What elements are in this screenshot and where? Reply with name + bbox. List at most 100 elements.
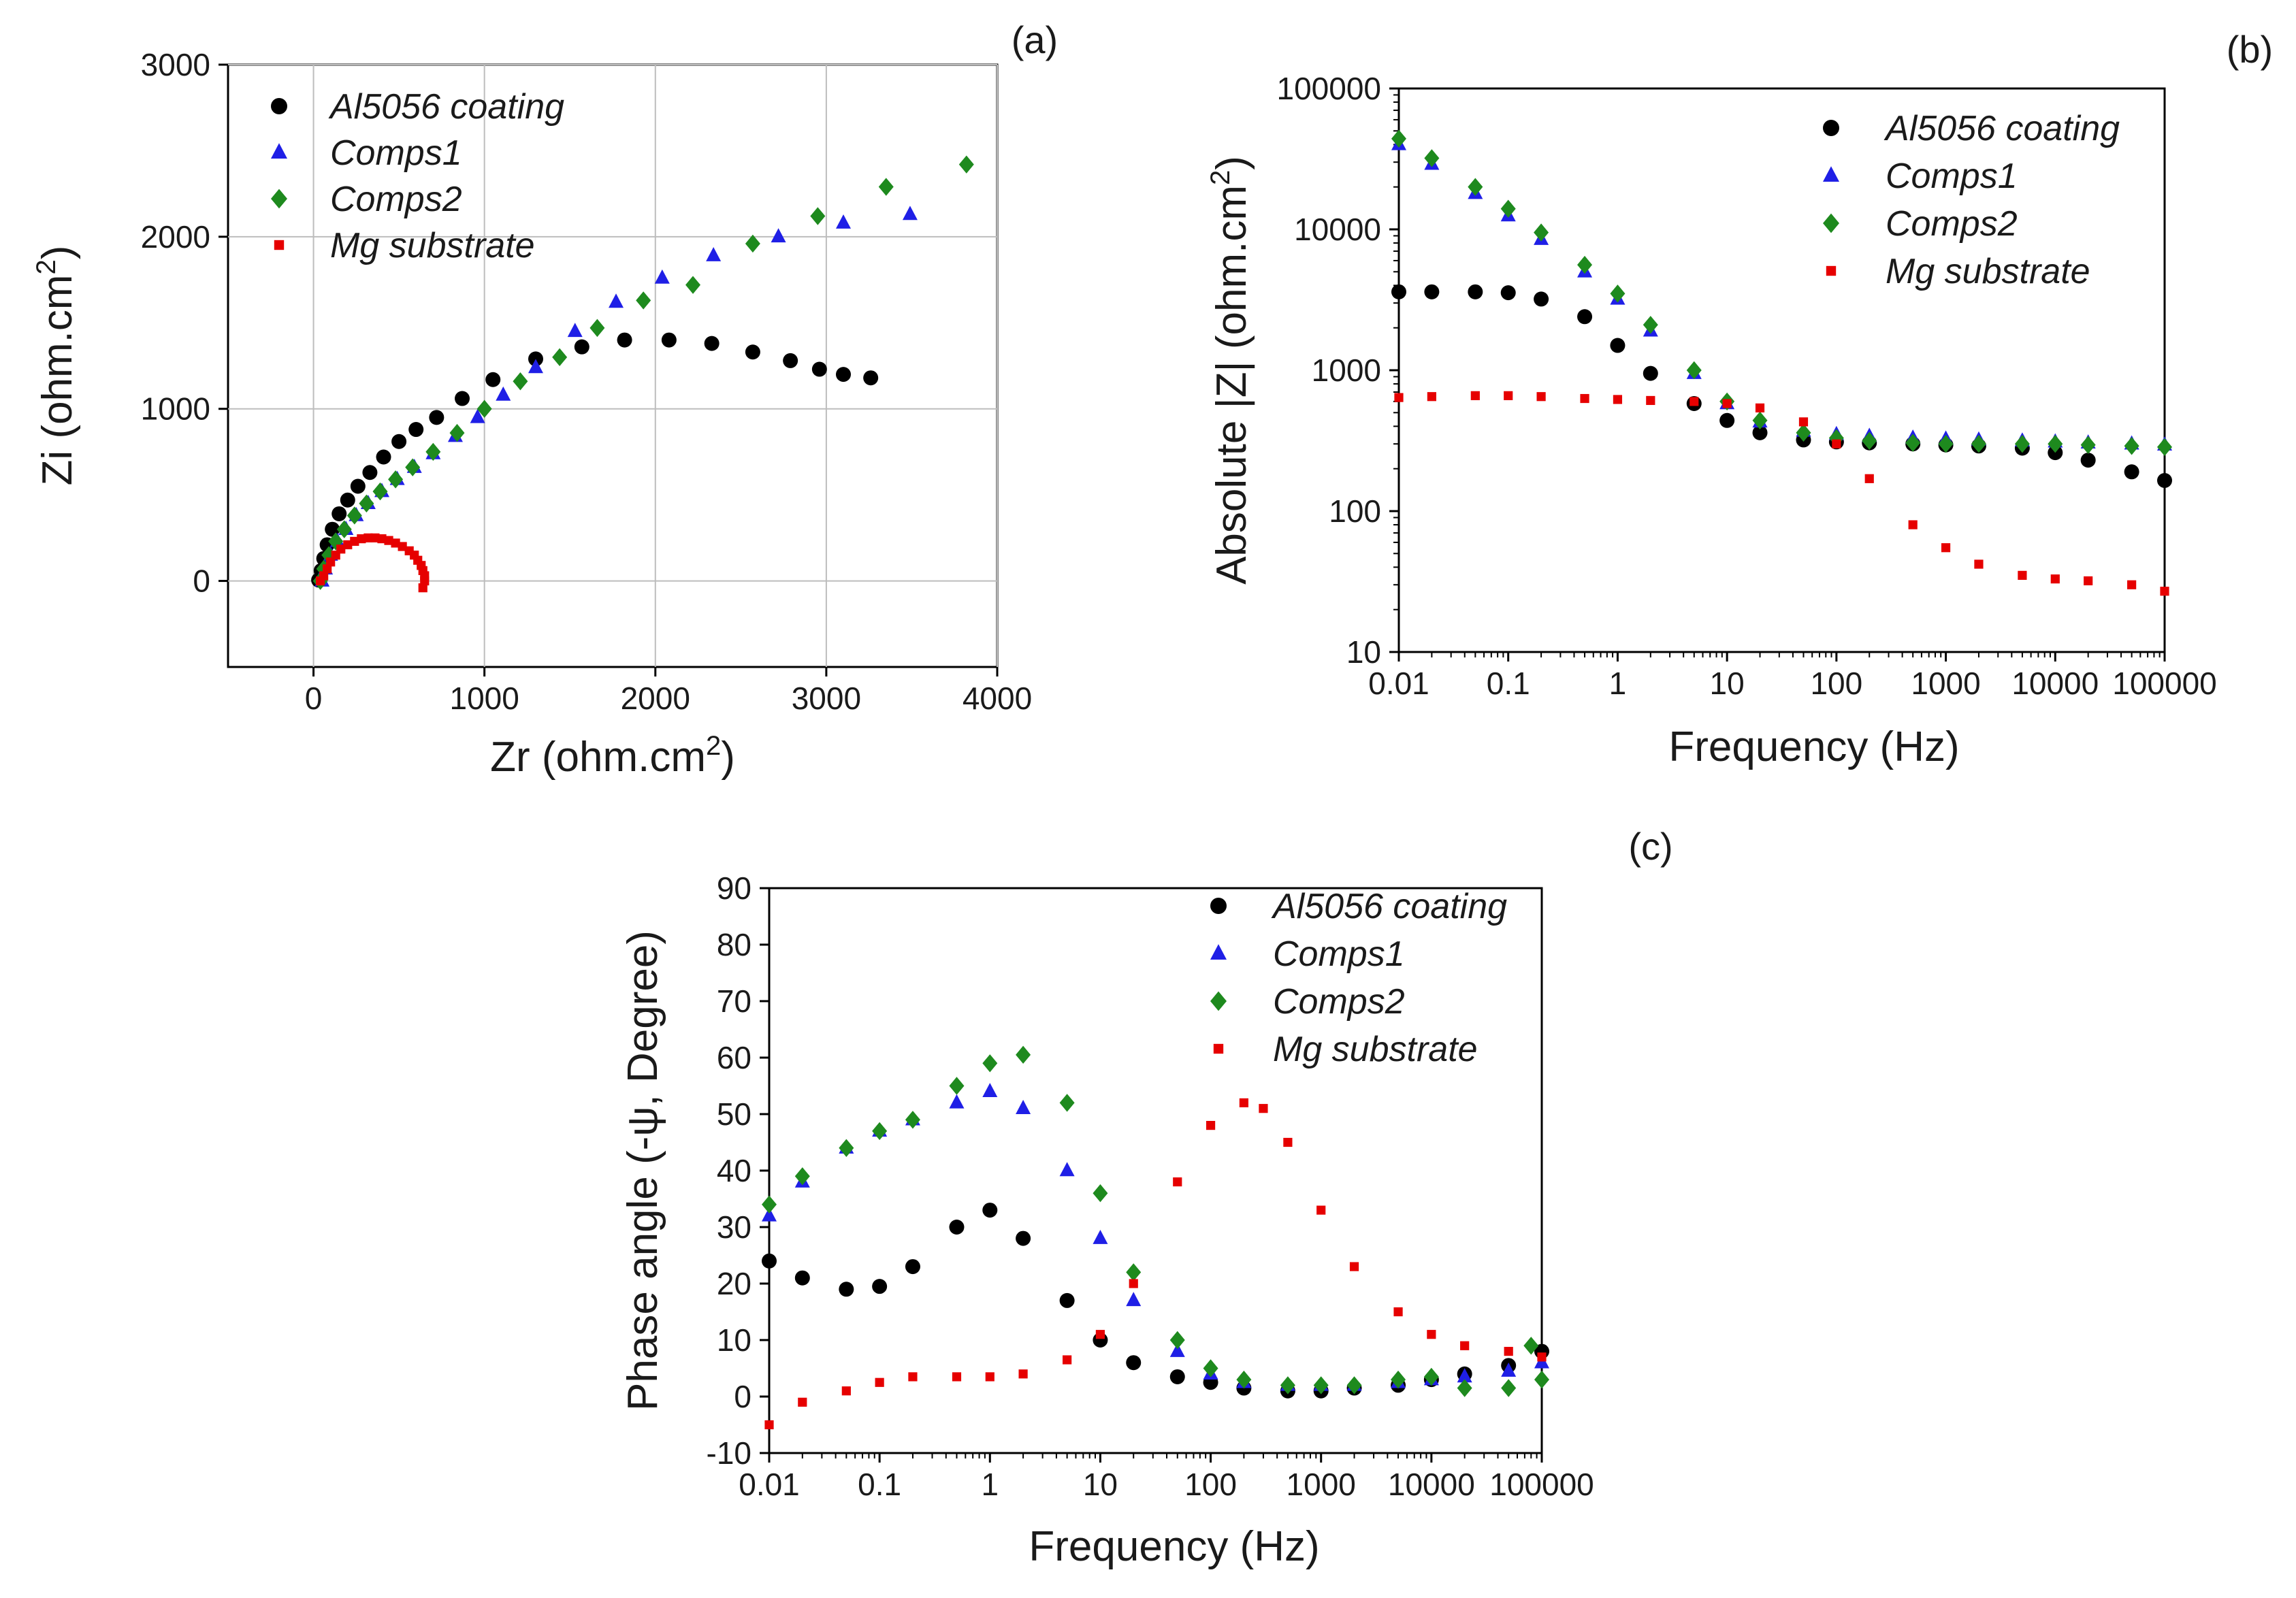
x-tick-label: 100 [1810,666,1862,701]
data-point-mg-substrate [1427,1330,1436,1339]
data-point-comps1 [1126,1292,1142,1307]
data-point-comps2 [1280,1376,1295,1395]
data-point-al5056-coating [1610,338,1626,353]
data-point-comps2 [1686,361,1702,380]
data-point-comps2 [636,291,651,310]
data-point-comps2 [336,520,352,538]
legend-marker-comps2 [1823,213,1839,233]
data-point-comps2 [810,207,826,225]
data-point-comps1 [528,359,543,374]
data-point-comps2 [1059,1094,1075,1112]
data-point-comps2 [513,372,528,391]
data-point-comps2 [1468,178,1483,196]
data-point-comps2 [2157,438,2172,457]
data-point-comps1 [654,269,670,284]
y-tick-label: 0 [193,564,210,599]
data-point-mg-substrate [1316,1205,1326,1215]
data-point-mg-substrate [420,576,430,586]
legend-entry-al5056-coating: Al5056 coating [1271,887,1507,926]
x-tick-label: 0.1 [858,1467,901,1502]
data-point-mg-substrate [1613,395,1623,404]
data-point-comps1 [567,323,583,338]
y-tick-label: 10000 [1294,212,1381,247]
data-point-comps1 [470,408,485,423]
x-tick-label: 0 [305,681,323,716]
panel-c-bode-phase-plot: 0.01 0.1 1 10 100 1000 10000 100000 -10 0 10 20 30 40… [619,825,1673,1570]
data-point-mg-substrate [1349,1262,1359,1271]
data-point-mg-substrate [1460,1341,1470,1350]
legend-entry-comps1: Comps1 [1273,934,1405,974]
data-point-comps1 [836,214,851,229]
data-point-al5056-coating [455,391,470,406]
data-point-mg-substrate [1206,1121,1216,1130]
x-tick-label: 100 [1184,1467,1237,1502]
data-point-al5056-coating [1500,285,1516,301]
data-point-comps2 [762,1195,777,1213]
data-point-mg-substrate [1239,1098,1248,1107]
data-point-comps2 [372,482,388,501]
data-point-mg-substrate [1173,1177,1182,1187]
x-tick-label: 0.01 [1368,666,1429,701]
data-point-comps2 [1534,223,1549,242]
data-point-al5056-coating [1643,365,1658,381]
data-point-al5056-coating [811,361,827,377]
x-tick-label: 10000 [2011,666,2099,701]
data-point-comps1 [1457,1368,1472,1383]
panel-c-ticks: 0.01 0.1 1 10 100 1000 10000 100000 -10 0 10 20 30 40… [707,870,1594,1502]
y-tick-label: 50 [717,1096,751,1132]
data-point-al5056-coating [376,449,391,465]
data-point-al5056-coating [836,367,851,382]
y-tick-label: 100 [1329,493,1381,529]
data-point-mg-substrate [1974,559,1984,569]
data-point-mg-substrate [1536,392,1546,402]
data-point-mg-substrate [2127,580,2137,589]
data-point-mg-substrate [985,1372,995,1382]
data-point-mg-substrate [1129,1279,1138,1288]
panel-c-y-axis-label: Phase angle (-ψ, Degree) [619,930,666,1411]
data-point-al5056-coating [617,332,632,348]
data-point-mg-substrate [875,1377,884,1387]
data-point-comps2 [476,400,492,418]
legend-marker-comps2 [1210,991,1227,1011]
y-tick-label: 40 [717,1153,751,1188]
data-point-mg-substrate [1832,439,1841,449]
data-point-al5056-coating [1534,291,1549,307]
data-point-comps2 [1203,1359,1218,1377]
data-point-mg-substrate [1504,1347,1513,1356]
x-tick-label: 1000 [1287,1467,1356,1502]
y-tick-label: 30 [717,1209,751,1245]
data-point-mg-substrate [391,538,400,548]
data-point-comps1 [1169,1342,1185,1357]
panel-a-y-axis-label: Zi (ohm.cm2) [31,246,81,486]
data-point-mg-substrate [398,542,407,551]
x-tick-label: 10000 [1388,1467,1475,1502]
data-point-al5056-coating [762,1253,777,1269]
x-tick-label: 10 [1083,1467,1118,1502]
data-point-mg-substrate [1427,392,1436,402]
legend-entry-mg-substrate: Mg substrate [1273,1030,1478,1069]
data-point-al5056-coating [1719,412,1735,428]
data-point-comps2 [1501,1379,1517,1397]
data-point-comps2 [1905,434,1921,452]
data-point-comps2 [685,276,701,294]
data-point-mg-substrate [764,1420,774,1430]
data-point-mg-substrate [384,536,393,545]
data-point-mg-substrate [1063,1355,1072,1365]
data-point-al5056-coating [391,434,407,449]
x-tick-label: 0.1 [1487,666,1530,701]
data-point-comps1 [706,247,722,261]
data-point-al5056-coating [2157,472,2172,488]
legend-marker-mg-substrate [1826,265,1837,276]
data-point-mg-substrate [2050,574,2060,584]
data-point-al5056-coating [704,336,719,351]
data-point-mg-substrate [1018,1369,1028,1379]
data-point-al5056-coating [661,332,677,348]
data-point-mg-substrate [908,1372,918,1382]
data-point-mg-substrate [1095,1330,1105,1339]
data-point-mg-substrate [2018,570,2027,580]
x-tick-label: 100000 [1489,1467,1594,1502]
legend-marker-mg-substrate [1213,1043,1224,1054]
legend-marker-mg-substrate [274,240,285,250]
x-tick-label: 100000 [2112,666,2217,701]
